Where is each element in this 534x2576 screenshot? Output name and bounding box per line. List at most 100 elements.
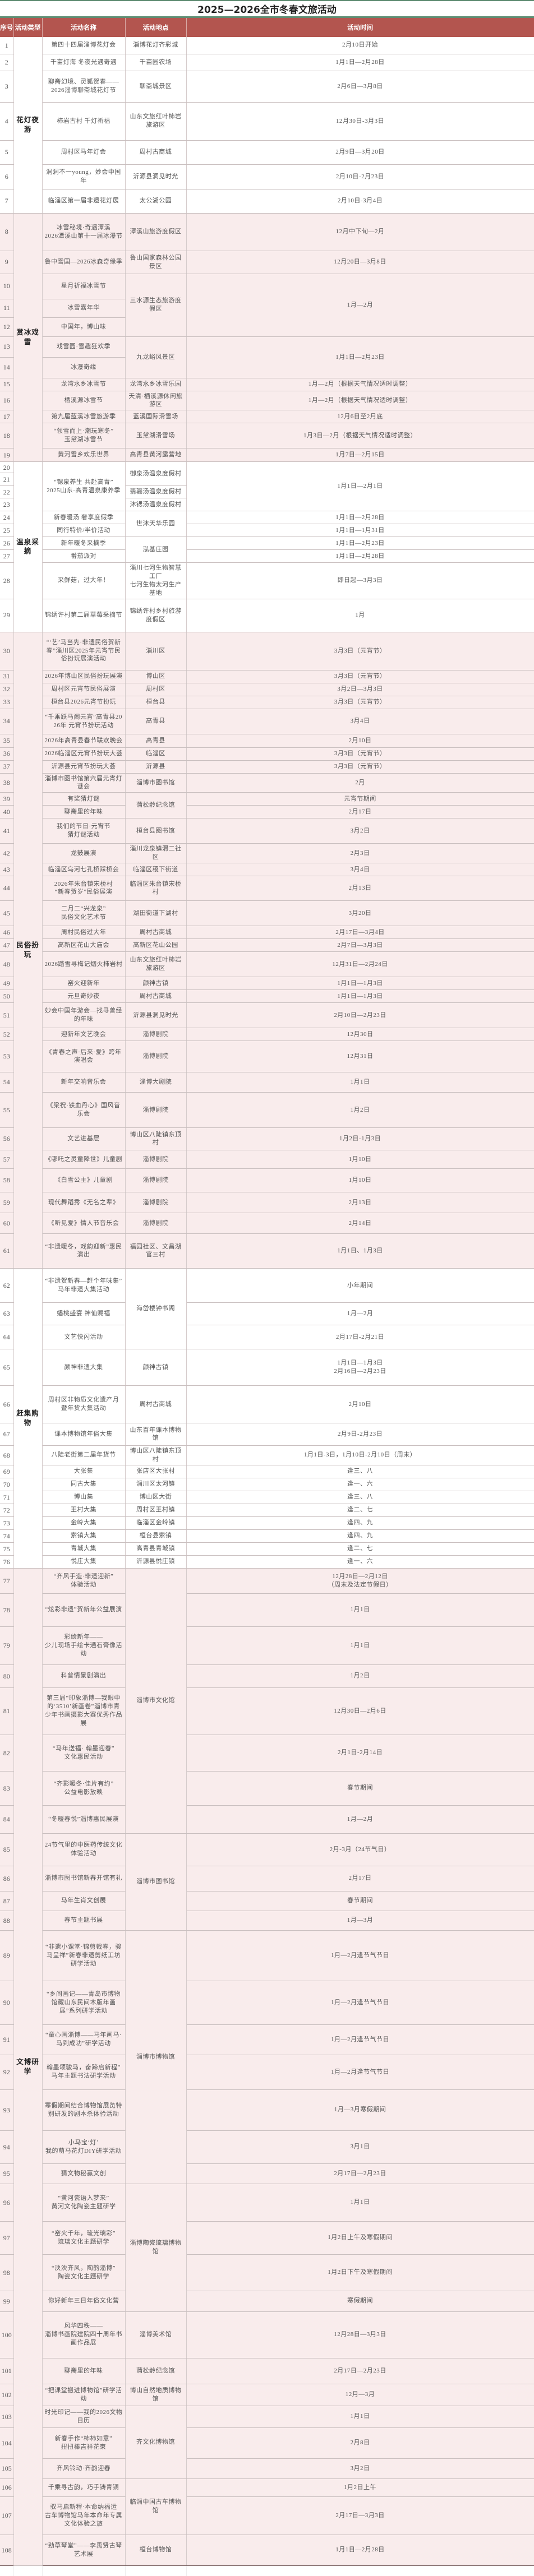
- activity-location: 颜神古镇: [125, 1349, 187, 1386]
- empty-cell: [13, 2565, 43, 2576]
- table-row: 91 “童心画淄博——马年画马·马到成功”研学活动 1月—2月逢节气节日: [0, 2024, 534, 2055]
- row-number: 54: [0, 1072, 14, 1093]
- table-row: 73 金岭大集 临淄区金岭镇 逢四、九: [0, 1516, 534, 1530]
- activity-name: 第九届蓝溪冰雪旅游季: [42, 410, 126, 424]
- activity-name: 洞洞不一young，妙会中国年: [42, 164, 126, 189]
- table-row: 2 千亩灯海 冬夜光遇奇遇 千亩园农场 1月1日—2月28日: [0, 54, 534, 71]
- activity-time: 12月30日-3月3日: [186, 102, 534, 141]
- activity-name: 龙湾水乡冰雪节: [42, 378, 126, 391]
- activity-time: 2月17日—2月23日: [186, 2163, 534, 2184]
- activity-name: 驭马启新程·本命纳福运 古车博物馆马年本命年专属文化体验之旅: [42, 2496, 126, 2535]
- activity-location: 淄博剧院: [125, 1028, 187, 1041]
- table-row: 17 第九届蓝溪冰雪旅游季 蓝溪国际滑雪场 12月6日至2月底: [0, 410, 534, 424]
- row-number: 89: [0, 1930, 14, 1981]
- row-number: 76: [0, 1555, 14, 1569]
- table-row: 79 彩绘新年—— 少儿现场手绘卡通石膏像活动 1月1日: [0, 1626, 534, 1665]
- activity-name: 2026年朱台镇宋桥村 “新春贺岁”民俗展演: [42, 876, 126, 901]
- table-row: 60 《听见爱》情人节音乐会 淄博剧院 2月14日: [0, 1213, 534, 1234]
- table-row: 55 《梁祝·铁血丹心》国风音乐会 淄博剧院 1月2日: [0, 1092, 534, 1128]
- activity-location: 山东文旅红叶柿岩旅游区: [125, 102, 187, 141]
- table-row: 84 “冬暖春悦”淄博惠民展演 1月—2月: [0, 1805, 534, 1834]
- row-number: 2: [0, 54, 14, 71]
- row-number: 84: [0, 1805, 14, 1834]
- activity-name: 索镇大集: [42, 1529, 126, 1543]
- row-number: 85: [0, 1833, 14, 1866]
- activity-name: 文艺进基层: [42, 1127, 126, 1150]
- category-cell: 文博研学: [13, 1568, 43, 2566]
- activity-location: 九龙峪风景区: [125, 336, 187, 378]
- activity-time: 1月1日: [186, 2406, 534, 2428]
- row-number: 83: [0, 1771, 14, 1806]
- activities-table: 序号 活动类型 活动名称 活动地点 活动时间 1 花灯夜游 第四十四届淄博花灯会 淄博花灯齐彩…: [0, 18, 534, 2576]
- activity-location: 淄博市图书馆: [125, 1833, 187, 1931]
- table-row: 85 24节气里的中医药传统文化体验活动 淄博市图书馆 2月-3月（24节气日）: [0, 1833, 534, 1931]
- activity-time: 1月2日上午: [186, 2478, 534, 2497]
- table-row: 36 2026临淄区元宵节扮玩大荟 临淄区 3月3日（元宵节）: [0, 747, 534, 761]
- table-row: 90 “乡间画记——青岛市博物馆藏山东民间木版年画展”系列研学活动 1月—2月逢节气…: [0, 1981, 534, 2025]
- activity-location: 淄博剧院: [125, 1192, 187, 1213]
- activity-name: 新年交响音乐会: [42, 1072, 126, 1093]
- activity-location: 博山区: [125, 670, 187, 683]
- activity-name: 周村民俗过大年: [42, 926, 126, 939]
- activity-name: 栖溪源冰雪节: [42, 391, 126, 411]
- activity-location: 高青县黄河露营地: [125, 448, 187, 463]
- row-number: 17: [0, 410, 14, 424]
- table-row: 41 我们的节日·元宵节 猜灯谜活动 桓台县图书馆 3月2日: [0, 818, 534, 844]
- activity-location: 淄博美术馆: [125, 2311, 187, 2358]
- header-location: 活动地点: [125, 18, 187, 37]
- activity-location: 桓台博物馆: [125, 2535, 187, 2566]
- activity-name: 柿岩古村 千灯祈福: [42, 102, 126, 141]
- row-number: 70: [0, 1478, 14, 1491]
- table-row: 102 “把课堂搬进博物馆”研学活动 博山自然地质博物馆 12月—3月: [0, 2384, 534, 2406]
- activity-location: 高新区花山公园: [125, 938, 187, 952]
- activity-location: 周村古商城: [125, 1385, 187, 1423]
- activity-location: 淄博剧院: [125, 1168, 187, 1192]
- row-number: 88: [0, 1911, 14, 1931]
- activity-time: 2月17日: [186, 1866, 534, 1891]
- table-row: 26 新年暖冬采摘季 泓基庄园 1月1日—2月23日: [0, 537, 534, 563]
- row-number: 1: [0, 37, 14, 54]
- table-row: 13 戏雪园·雪趣狂欢季 九龙峪风景区 1月1日—2月23日: [0, 336, 534, 378]
- activity-time: 1月2日-1月3日: [186, 1127, 534, 1150]
- row-number: 18: [0, 423, 14, 449]
- table-row: 6 洞洞不一young，妙会中国年 沂源县洞见时光 2月10日-2月23日: [0, 164, 534, 189]
- activity-name: 迎新年文艺晚会: [42, 1028, 126, 1041]
- table-row: 38 淄博市图书馆第六届元宵灯谜会 淄博市图书馆 2月: [0, 773, 534, 793]
- activity-time: 3月3日（元宵节）: [186, 760, 534, 774]
- activity-time: 逢二、七: [186, 1542, 534, 1556]
- row-number: 65: [0, 1349, 14, 1386]
- header-type: 活动类型: [13, 18, 43, 37]
- row-number: 55: [0, 1092, 14, 1128]
- activity-name: “非遗小课堂·锦剪裁春，骏马呈祥”新春非遗剪纸工坊研学活动: [42, 1930, 126, 1981]
- activity-time: 逢四、九: [186, 1529, 534, 1543]
- row-number: 19: [0, 448, 14, 463]
- activity-name: 元旦奇妙夜: [42, 989, 126, 1003]
- activity-location: 高青县: [125, 734, 187, 748]
- table-row: 19 黄河雪乡欢乐世界 高青县黄河露营地 1月7日—2月15日: [0, 448, 534, 463]
- activity-time: 3月4日: [186, 709, 534, 734]
- row-number: 66: [0, 1385, 14, 1423]
- activity-time: 1月1日—2月28日: [186, 511, 534, 525]
- row-number: 44: [0, 876, 14, 901]
- table-row: 5 周村区马年灯会 周村古商城 2月9日—3月20日: [0, 140, 534, 165]
- activity-location: 三水源生态旅游度假区: [125, 274, 187, 337]
- activity-name: 2026踏雪寻梅记烟火柿岩村: [42, 951, 126, 977]
- row-number: 50: [0, 989, 14, 1003]
- activity-time: 12月31日: [186, 1040, 534, 1072]
- row-number: 35: [0, 734, 14, 748]
- activity-location: 山东百年课本博物馆: [125, 1423, 187, 1446]
- activity-location: 蒲松龄纪念馆: [125, 792, 187, 819]
- activity-time: 1月—2月: [186, 1805, 534, 1834]
- activity-time: 3月1日: [186, 2130, 534, 2164]
- table-row: 8 赏冰戏雪 冰雪秘境·奇遇潭溪 2026潭溪山第十一届冰瀑节 潭溪山旅游度假区 12月…: [0, 213, 534, 463]
- activity-name: “齐影暖冬·佳片有约” 公益电影放映: [42, 1771, 126, 1806]
- activity-name: 24节气里的中医药传统文化体验活动: [42, 1833, 126, 1866]
- activity-name: 王村大集: [42, 1504, 126, 1517]
- activity-time: 1月1日—1月3日: [186, 989, 534, 1003]
- activity-location: 临淄区朱台镇宋桥村: [125, 876, 187, 901]
- row-number: 42: [0, 843, 14, 863]
- table-row: 96 “黄河瓷语入梦来” 黄河文化陶瓷主题研学 淄博陶瓷琉璃博物馆 1月1日: [0, 2184, 534, 2312]
- activity-location: 高青县: [125, 709, 187, 734]
- activity-name: 2026年博山区民俗扮玩展演: [42, 670, 126, 683]
- row-number: 82: [0, 1735, 14, 1772]
